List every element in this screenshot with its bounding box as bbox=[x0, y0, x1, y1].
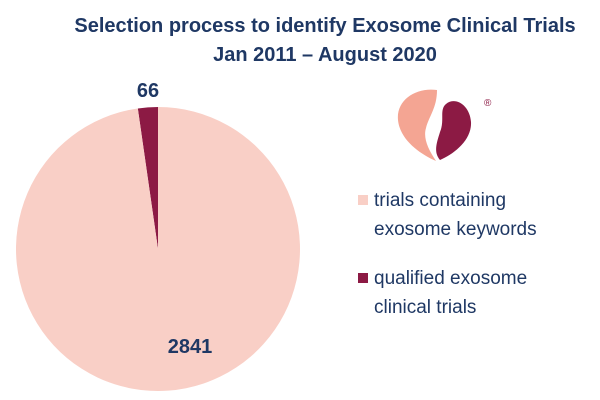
pie-slice-1 bbox=[15, 107, 300, 392]
logo-icon: ® bbox=[397, 89, 492, 161]
data-label-0: 66 bbox=[137, 80, 159, 102]
data-label-1: 2841 bbox=[168, 336, 213, 358]
legend-item-qualified: qualified exosome clinical trials bbox=[358, 264, 598, 322]
registered-mark: ® bbox=[484, 98, 492, 109]
legend-label-keywords: trials containing exosome keywords bbox=[374, 190, 537, 240]
legend: trials containing exosome keywords quali… bbox=[358, 186, 598, 342]
chart-subtitle: Jan 2011 – August 2020 bbox=[213, 44, 437, 66]
pie-chart: 66 2841 bbox=[15, 80, 300, 392]
legend-item-keywords: trials containing exosome keywords bbox=[358, 186, 598, 244]
legend-swatch-keywords bbox=[358, 195, 368, 205]
legend-label-qualified: qualified exosome clinical trials bbox=[374, 268, 528, 318]
pie-slice-0 bbox=[137, 107, 158, 249]
chart-title: Selection process to identify Exosome Cl… bbox=[40, 12, 600, 70]
chart-title-line-1: Selection process to identify Exosome Cl… bbox=[74, 15, 576, 37]
legend-swatch-qualified bbox=[358, 273, 368, 283]
